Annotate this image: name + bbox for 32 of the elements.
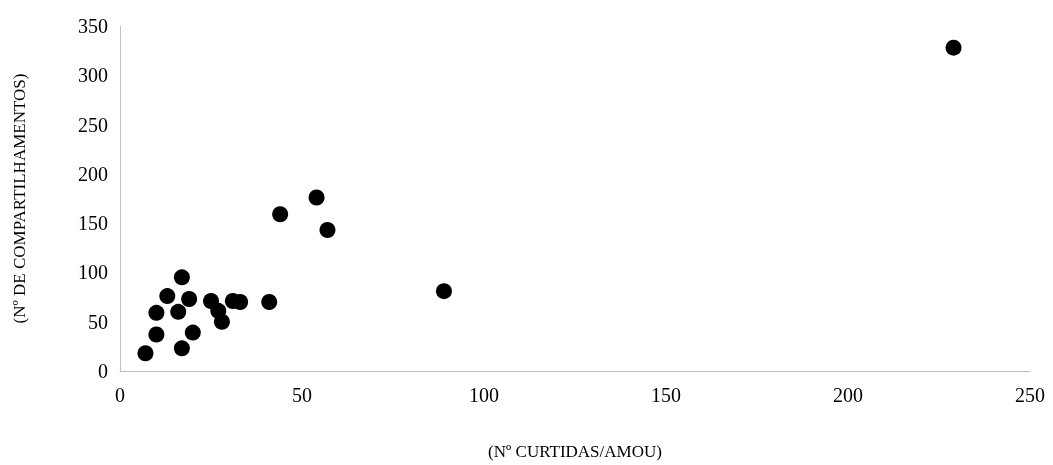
point bbox=[261, 294, 278, 310]
y-tick-label: 350 bbox=[78, 15, 108, 37]
y-tick-label: 200 bbox=[78, 162, 108, 185]
x-tick-label: 0 bbox=[115, 384, 125, 406]
x-tick-label: 250 bbox=[1015, 384, 1045, 406]
x-tick-label: 200 bbox=[833, 384, 863, 406]
point bbox=[272, 206, 289, 223]
point bbox=[435, 283, 452, 300]
point bbox=[170, 303, 187, 320]
point bbox=[159, 288, 176, 305]
point bbox=[184, 324, 201, 341]
x-axis-title: (Nº CURTIDAS/AMOU) bbox=[488, 442, 662, 461]
point bbox=[148, 304, 165, 321]
point bbox=[137, 345, 154, 362]
y-axis-title: (Nº DE COMPARTILHAMENTOS) bbox=[10, 73, 29, 324]
y-tick-label: 300 bbox=[78, 64, 108, 87]
point bbox=[148, 326, 165, 343]
x-tick-label: 150 bbox=[651, 384, 681, 406]
y-tick-label: 150 bbox=[78, 212, 108, 235]
y-tick-label: 50 bbox=[88, 310, 108, 333]
x-tick-label: 50 bbox=[292, 384, 312, 406]
point bbox=[181, 291, 198, 308]
point bbox=[173, 340, 190, 357]
y-tick-label: 100 bbox=[78, 261, 108, 284]
point bbox=[308, 189, 325, 206]
x-tick-label: 100 bbox=[469, 384, 499, 406]
point bbox=[319, 222, 336, 239]
y-tick-label: 0 bbox=[98, 360, 108, 382]
point bbox=[213, 313, 230, 330]
point bbox=[945, 39, 962, 56]
point bbox=[173, 269, 190, 286]
y-tick-label: 250 bbox=[78, 113, 108, 136]
